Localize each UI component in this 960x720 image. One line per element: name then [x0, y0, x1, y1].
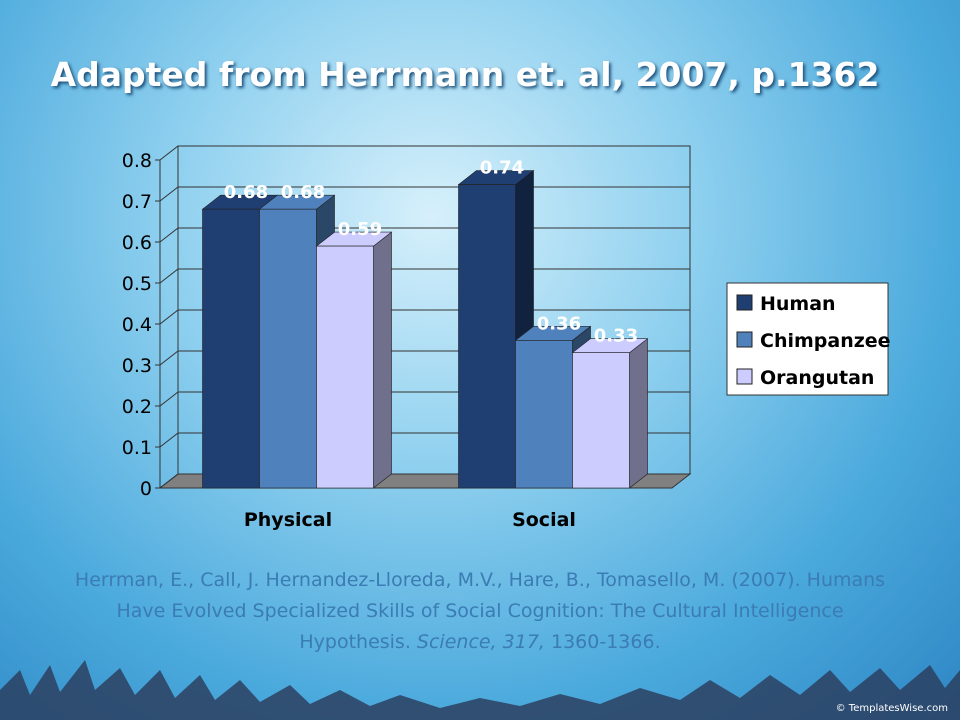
x-tick-label: Physical — [244, 509, 332, 531]
y-tick-label: 0.7 — [122, 191, 152, 213]
legend-swatch — [736, 331, 753, 348]
citation-text: Herrman, E., Call, J. Hernandez-Lloreda,… — [74, 569, 886, 653]
bar — [259, 208, 317, 489]
bar — [458, 184, 516, 489]
slide-title: Adapted from Herrmann et. al, 2007, p.13… — [50, 55, 880, 94]
y-tick-label: 0.1 — [122, 437, 152, 459]
y-tick-label: 0 — [140, 478, 152, 500]
legend-label: Human — [760, 293, 836, 315]
x-tick-label: Social — [512, 509, 576, 531]
legend-label: Chimpanzee — [760, 330, 891, 352]
value-label: 0.68 — [224, 182, 268, 203]
watermark: © TemplatesWise.com — [835, 703, 948, 714]
y-tick-label: 0.5 — [122, 273, 152, 295]
bar — [572, 352, 630, 489]
y-tick-label: 0.3 — [122, 355, 152, 377]
value-label: 0.59 — [338, 219, 382, 240]
bar-side-shade — [629, 338, 648, 488]
y-tick-label: 0.2 — [122, 396, 152, 418]
value-label: 0.33 — [594, 326, 638, 347]
grass-silhouette — [0, 660, 960, 720]
y-tick-label: 0.6 — [122, 232, 152, 254]
value-label: 0.68 — [281, 182, 325, 203]
bar — [515, 340, 573, 489]
bar — [316, 245, 374, 489]
y-tick-label: 0.4 — [122, 314, 152, 336]
chart: 0 0.1 0.2 0.3 0.4 0.5 0.6 0.7 0.8 Physical 0.68 0.6… — [122, 145, 891, 531]
y-tick-label: 0.8 — [122, 150, 152, 172]
legend-swatch — [736, 368, 753, 385]
grid-line — [159, 145, 690, 161]
legend-swatch — [736, 294, 753, 311]
value-label: 0.74 — [480, 158, 524, 179]
legend-box — [726, 282, 889, 396]
bar — [202, 208, 260, 489]
legend-label: Orangutan — [760, 367, 874, 389]
value-label: 0.36 — [537, 313, 581, 334]
grass — [0, 660, 960, 720]
citation: Herrman, E., Call, J. Hernandez-Lloreda,… — [60, 565, 900, 658]
citation-pages: 1360-1366. — [544, 631, 661, 653]
citation-journal: Science, 317, — [416, 631, 545, 653]
bar-side-shade — [373, 232, 392, 488]
